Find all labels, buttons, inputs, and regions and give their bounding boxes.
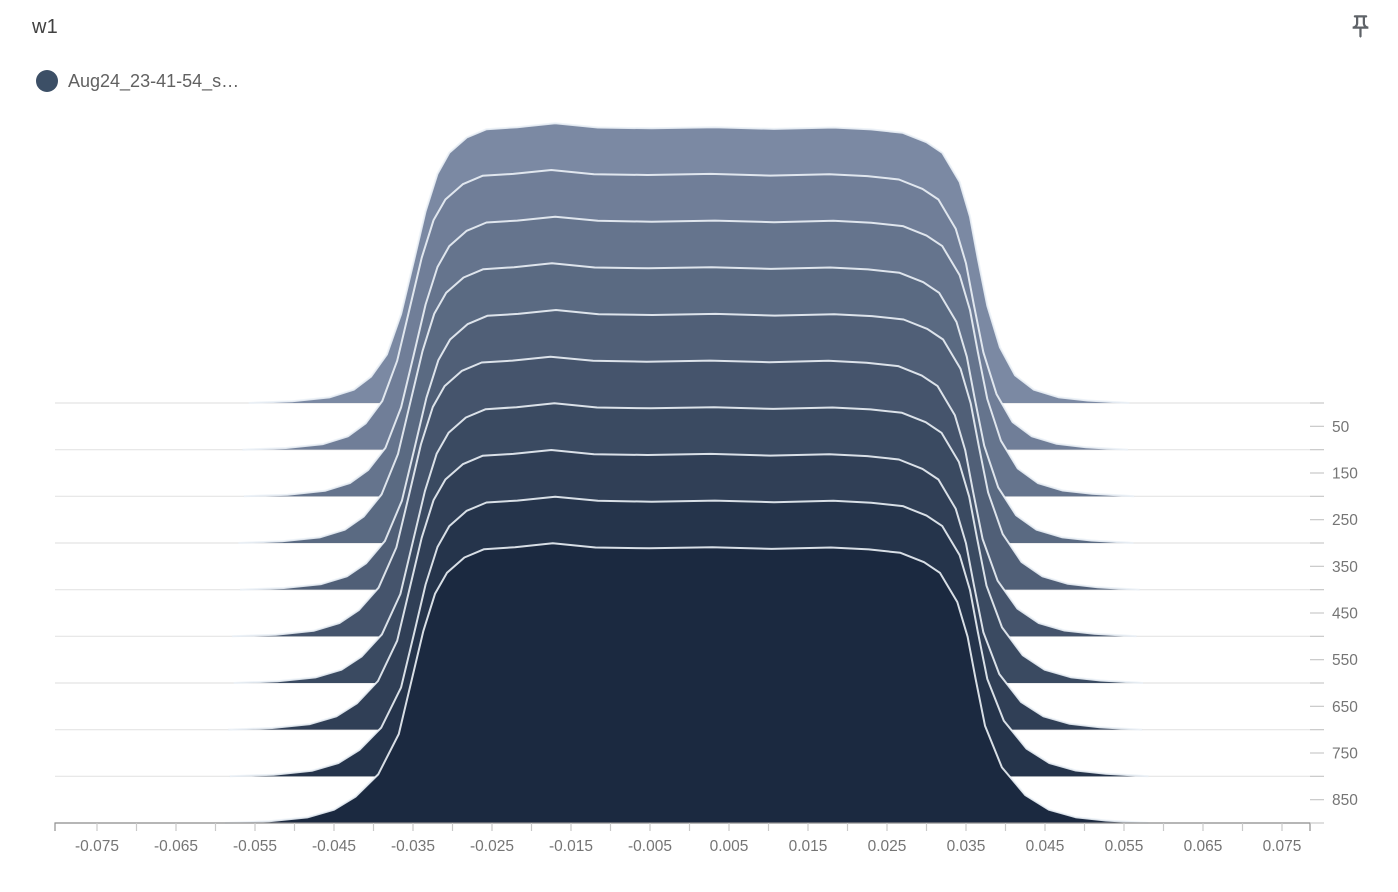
x-tick-label: 0.035 bbox=[947, 838, 986, 855]
histogram-slice-outline-step-300 bbox=[238, 262, 1134, 544]
histogram-slices bbox=[224, 122, 1149, 824]
histogram-slice-outline-step-400 bbox=[239, 309, 1140, 591]
step-axis: 50 150 250 350 450 550 650 750 850 bbox=[1310, 402, 1358, 824]
histogram-slice-outline-step-200 bbox=[243, 215, 1135, 498]
x-tick-label: -0.065 bbox=[154, 838, 198, 855]
step-tick-label: 650 bbox=[1332, 699, 1358, 716]
x-tick-label: 0.025 bbox=[868, 838, 907, 855]
x-axis-line bbox=[54, 822, 1311, 831]
histogram-slice-outline-step-800 bbox=[229, 495, 1149, 778]
histogram-slice-outline-step-500 bbox=[232, 355, 1137, 638]
x-tick-label: 0.075 bbox=[1263, 838, 1302, 855]
x-tick-label: -0.045 bbox=[312, 838, 356, 855]
x-tick-label: -0.055 bbox=[233, 838, 277, 855]
x-tick-label: 0.005 bbox=[710, 838, 749, 855]
x-tick-label: -0.075 bbox=[75, 838, 119, 855]
step-tick-label: 450 bbox=[1332, 606, 1358, 623]
step-tick-label: 50 bbox=[1332, 419, 1350, 436]
x-tick-label: -0.015 bbox=[549, 838, 593, 855]
histogram-slice-outline-step-600 bbox=[233, 402, 1144, 684]
card-header: w1 bbox=[32, 16, 1338, 39]
x-tick-label: -0.035 bbox=[391, 838, 435, 855]
x-tick-label: -0.005 bbox=[628, 838, 672, 855]
histogram-slice-outline-step-900 bbox=[224, 542, 1149, 824]
run-color-swatch bbox=[36, 70, 58, 92]
step-tick-label: 250 bbox=[1332, 512, 1358, 529]
histogram-slice-outline-step-100 bbox=[242, 169, 1129, 451]
x-axis: -0.075 -0.065 -0.055 -0.045 -0.035 -0.025 -0.0… bbox=[54, 822, 1311, 855]
pin-card-button[interactable] bbox=[1340, 6, 1380, 46]
x-tick-label: 0.015 bbox=[789, 838, 828, 855]
step-tick-label: 750 bbox=[1332, 746, 1358, 763]
x-tick-label: -0.025 bbox=[470, 838, 514, 855]
step-tick-label: 550 bbox=[1332, 652, 1358, 669]
step-tick-label: 850 bbox=[1332, 792, 1358, 809]
legend-item-run[interactable]: Aug24_23-41-54_s… bbox=[36, 70, 239, 92]
histogram-slice-outline-step-0 bbox=[248, 122, 1130, 404]
histogram-slice-outline-step-700 bbox=[228, 449, 1143, 731]
x-tick-label: 0.045 bbox=[1026, 838, 1065, 855]
x-tick-label: 0.065 bbox=[1184, 838, 1223, 855]
x-tick-label: 0.055 bbox=[1105, 838, 1144, 855]
page-title: w1 bbox=[32, 16, 58, 38]
histogram-slice-step-900 bbox=[225, 543, 1149, 823]
run-name-label: Aug24_23-41-54_s… bbox=[68, 70, 240, 91]
step-tick-label: 150 bbox=[1332, 466, 1358, 483]
step-tick-label: 350 bbox=[1332, 559, 1358, 576]
push-pin-icon bbox=[1352, 14, 1368, 38]
